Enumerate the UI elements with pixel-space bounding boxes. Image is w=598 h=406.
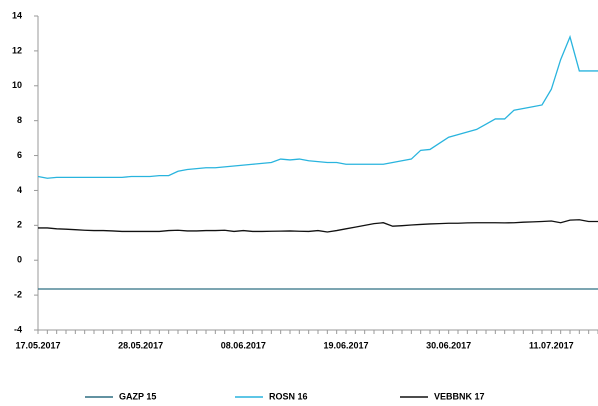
y-tick-label: 10	[12, 80, 22, 90]
legend-label: GAZP 15	[119, 391, 156, 401]
x-tick-label: 28.05.2017	[118, 340, 163, 350]
y-tick-label: -4	[14, 324, 22, 334]
y-tick-label: 6	[17, 150, 22, 160]
series-line	[37, 34, 598, 179]
y-tick-label: 8	[17, 115, 22, 125]
x-tick-label: 11.07.2017	[529, 340, 574, 350]
y-tick-label: 0	[17, 255, 22, 265]
legend-label: VEBBNK 17	[434, 391, 485, 401]
y-tick-label: 12	[12, 45, 22, 55]
x-tick-label: 30.06.2017	[426, 340, 471, 350]
x-tick-label: 19.06.2017	[323, 340, 368, 350]
legend-label: ROSN 16	[269, 391, 308, 401]
series-line	[38, 219, 598, 233]
y-tick-label: -2	[14, 289, 22, 299]
x-tick-label: 08.06.2017	[221, 340, 266, 350]
y-tick-label: 4	[17, 185, 22, 195]
x-tick-label: 17.05.2017	[15, 340, 60, 350]
y-tick-label: 2	[17, 220, 22, 230]
y-tick-label: 14	[12, 10, 22, 20]
